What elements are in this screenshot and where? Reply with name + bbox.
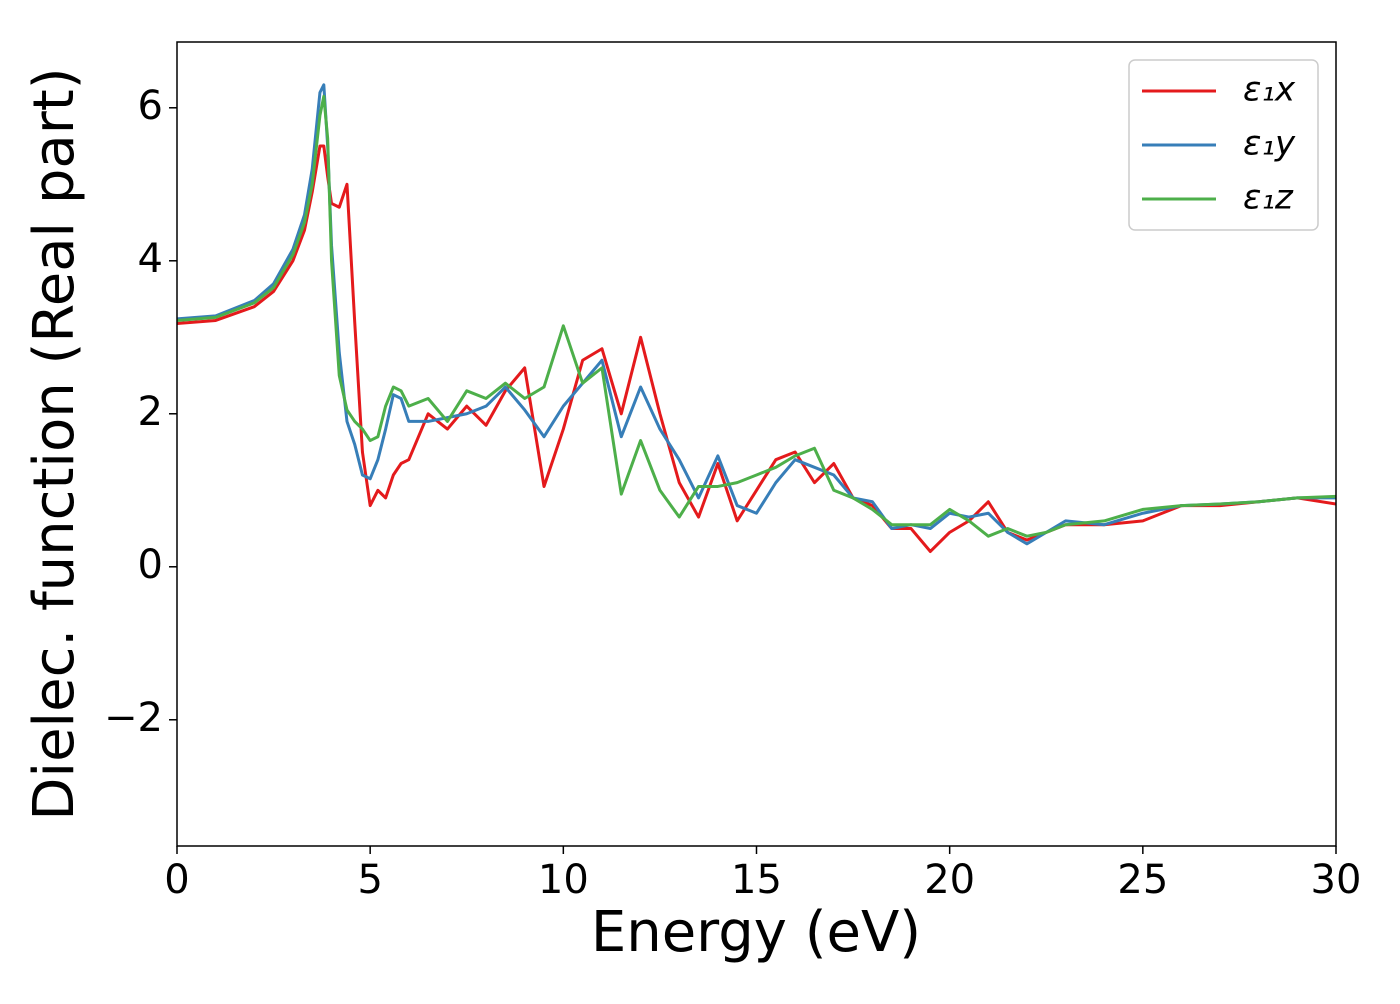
y-axis-label: Dielec. function (Real part) bbox=[22, 67, 87, 820]
legend-box bbox=[1128, 59, 1319, 231]
y-tick-label: 4 bbox=[138, 236, 163, 282]
y-tick-label: 0 bbox=[138, 542, 163, 588]
x-tick-label: 20 bbox=[924, 857, 975, 903]
y-tick-label: −2 bbox=[104, 695, 163, 741]
x-tick-label: 10 bbox=[538, 857, 589, 903]
y-tick-label: 2 bbox=[138, 389, 163, 435]
x-tick-label: 30 bbox=[1311, 857, 1362, 903]
legend-label: ε₁y bbox=[1243, 124, 1296, 164]
legend-label: ε₁z bbox=[1243, 178, 1294, 218]
x-tick-label: 15 bbox=[731, 857, 782, 903]
y-tick-label: 6 bbox=[138, 83, 163, 129]
x-tick-label: 5 bbox=[357, 857, 382, 903]
legend-label: ε₁x bbox=[1243, 70, 1296, 110]
x-tick-label: 0 bbox=[164, 857, 189, 903]
x-tick-label: 25 bbox=[1117, 857, 1168, 903]
x-axis-label: Energy (eV) bbox=[591, 900, 921, 965]
plot-frame bbox=[176, 41, 1337, 847]
series-line bbox=[177, 94, 1336, 538]
